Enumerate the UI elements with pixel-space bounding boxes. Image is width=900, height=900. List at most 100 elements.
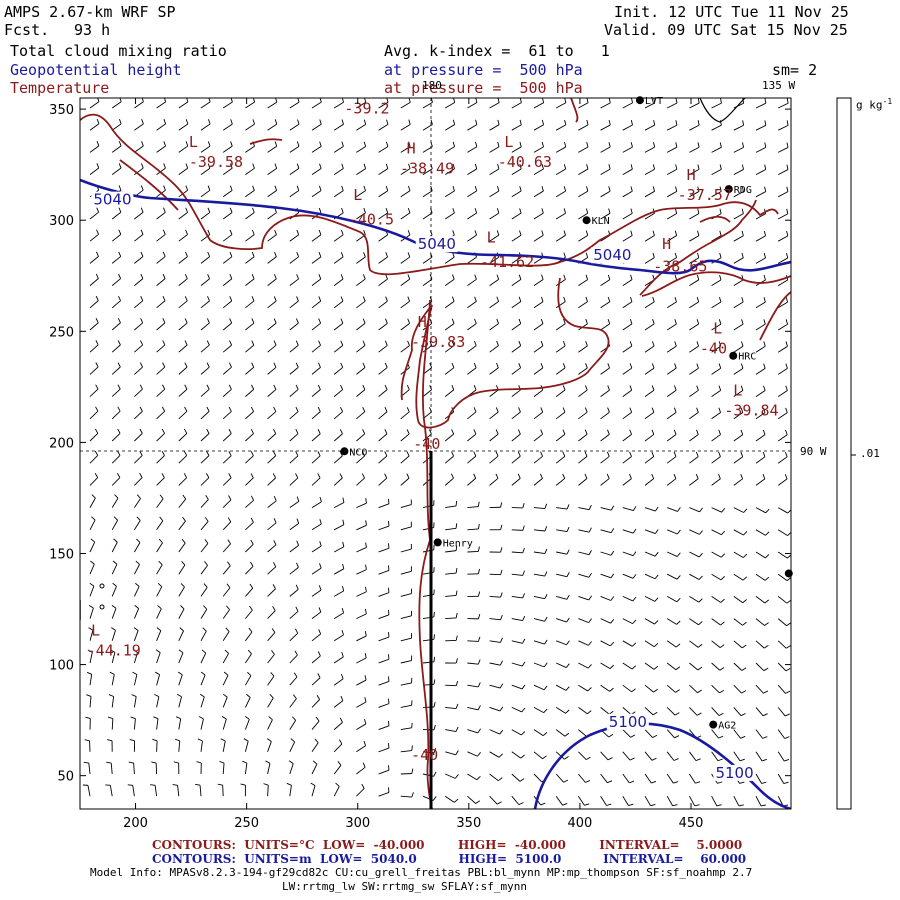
wind-barb (134, 322, 144, 331)
wind-barb (400, 477, 410, 486)
wind-barb-feather (607, 318, 611, 324)
wind-barb-feather (763, 341, 766, 347)
wind-barb-feather (652, 341, 655, 347)
wind-barb-feather (764, 120, 767, 126)
wind-barb-feather (521, 731, 526, 736)
wind-barb (156, 542, 163, 553)
wind-barb (289, 389, 299, 397)
wind-barb-feather (540, 340, 544, 346)
field-cloud-info: Avg. k-index = 61 to 1 (384, 42, 610, 60)
wind-barb-feather (288, 760, 294, 764)
wind-barb-feather (763, 644, 769, 649)
wind-barb (777, 345, 788, 353)
wind-barb (222, 587, 231, 597)
temperature-label: L (504, 133, 513, 151)
wind-barb-feather (317, 451, 321, 457)
wind-barb-feather (451, 318, 455, 324)
wind-barb-feather (677, 507, 681, 512)
wind-barb-feather (451, 296, 455, 302)
wind-barb-feather (220, 738, 226, 742)
wind-barb-feather (563, 230, 566, 236)
wind-barb-feather (785, 429, 788, 435)
wind-barb (755, 640, 765, 649)
wind-barb (422, 124, 433, 131)
wind-barb (134, 145, 144, 153)
wind-barb (578, 551, 590, 556)
wind-barb (134, 542, 141, 553)
field-temperature: Temperature (10, 79, 110, 97)
wind-barb (644, 323, 655, 331)
wind-barb-feather (674, 735, 680, 739)
wind-barb-feather (318, 252, 322, 258)
wind-barb-feather (340, 318, 344, 324)
station-marker (709, 720, 718, 729)
wind-barb-feather (317, 406, 321, 412)
wind-barb-feather (229, 340, 233, 346)
wind-barb (178, 101, 189, 109)
wind-barb (777, 412, 788, 420)
wind-barb (289, 234, 299, 242)
wind-barb (622, 235, 633, 242)
temperature-label: -39.84 (724, 402, 778, 420)
wind-barb (178, 630, 184, 641)
wind-barb (755, 213, 766, 220)
wind-barb (533, 345, 544, 353)
wind-barb-feather (296, 496, 300, 502)
wind-barb (578, 662, 589, 669)
wind-barb (733, 257, 744, 264)
wind-barb (667, 551, 678, 557)
wind-barb (666, 618, 677, 625)
wind-barb (200, 388, 210, 397)
wind-barb (156, 586, 163, 597)
wind-barb-feather (295, 362, 299, 368)
wind-barb-feather (411, 768, 414, 774)
wind-barb (666, 345, 677, 353)
wind-barb-feather (473, 473, 477, 479)
wind-barb (600, 507, 612, 511)
wind-barb (600, 707, 610, 715)
wind-barb-feather (342, 563, 345, 569)
wind-barb-feather (117, 362, 121, 368)
lon-90w-label: 90 W (800, 445, 827, 458)
wind-barb-feather (295, 606, 299, 612)
wind-barb-feather (563, 318, 566, 324)
wind-barb-feather (674, 385, 677, 391)
wind-barb (289, 322, 299, 331)
wind-barb (711, 573, 722, 581)
wind-barb (156, 234, 166, 242)
wind-barb (511, 795, 520, 805)
wind-barb (755, 191, 766, 198)
wind-barb-feather (606, 473, 610, 479)
wind-barb-feather (588, 572, 592, 578)
wind-barb (711, 751, 719, 762)
wind-barb-feather (195, 783, 201, 786)
wind-barb (356, 701, 367, 708)
wind-barb-feather (386, 119, 389, 125)
wind-barb-feather (140, 340, 144, 346)
wind-barb-feather (477, 728, 481, 734)
wind-barb (356, 591, 367, 597)
wind-barb-feather (340, 695, 344, 701)
wind-barb-feather (607, 274, 611, 280)
wind-barb-feather (496, 274, 500, 280)
wind-barb (333, 123, 344, 131)
wind-barb (511, 234, 522, 242)
wind-barb (445, 773, 456, 779)
wind-barb-feather (477, 613, 481, 620)
wind-barb-feather (654, 597, 659, 602)
wind-barb-feather (273, 296, 277, 302)
wind-barb (178, 586, 185, 597)
wind-barb-feather (206, 362, 210, 368)
wind-barb-feather (697, 120, 700, 126)
wind-barb (111, 608, 117, 619)
wind-barb (378, 433, 388, 442)
wind-barb-feather (252, 163, 255, 169)
wind-barb (711, 456, 721, 464)
wind-barb-feather (651, 780, 657, 784)
wind-barb (689, 213, 700, 220)
wind-barb-feather (208, 119, 211, 125)
wind-barb-feather (517, 473, 521, 479)
wind-barb (289, 676, 298, 686)
wind-barb-feather (161, 428, 165, 434)
wind-barb-feather (764, 622, 769, 626)
